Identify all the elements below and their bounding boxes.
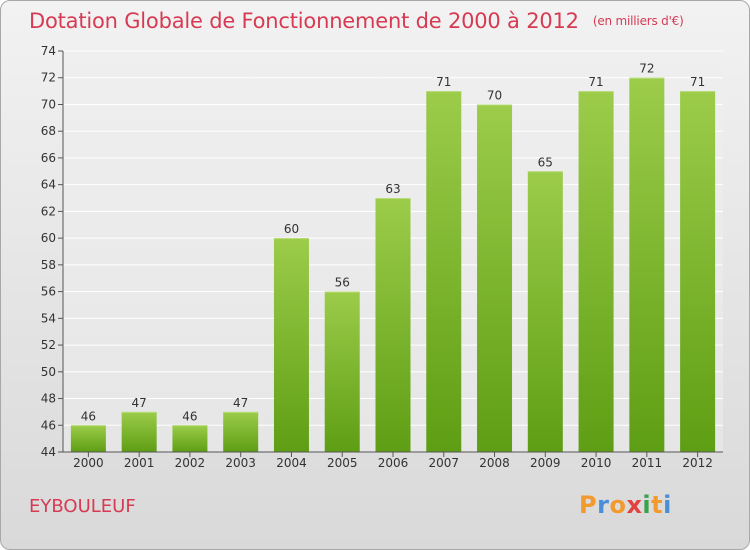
bar bbox=[477, 104, 513, 452]
logo-letter: x bbox=[626, 491, 643, 519]
x-tick-label: 2007 bbox=[428, 456, 459, 470]
data-label: 71 bbox=[690, 75, 705, 89]
y-tick-label: 62 bbox=[41, 204, 56, 218]
bar bbox=[172, 425, 208, 452]
bar bbox=[121, 411, 157, 452]
y-tick-label: 44 bbox=[41, 445, 56, 459]
y-tick-label: 64 bbox=[41, 178, 56, 192]
x-tick-label: 2000 bbox=[73, 456, 104, 470]
x-tick-label: 2002 bbox=[175, 456, 206, 470]
data-label: 47 bbox=[233, 396, 248, 410]
y-tick-label: 54 bbox=[41, 311, 56, 325]
chart-title-text: Dotation Globale de Fonctionnement de 20… bbox=[29, 9, 579, 33]
bar bbox=[223, 411, 259, 452]
y-tick-label: 68 bbox=[41, 124, 56, 138]
data-label: 56 bbox=[335, 276, 350, 290]
bar bbox=[426, 91, 462, 452]
x-tick-label: 2004 bbox=[276, 456, 307, 470]
logo-letter: t bbox=[651, 491, 664, 519]
bar bbox=[273, 238, 309, 452]
data-labels: 46 47 46 47 60 56 63 71 70 65 71 72 71 bbox=[81, 62, 706, 424]
bars bbox=[70, 77, 716, 453]
x-tick-label: 2009 bbox=[530, 456, 561, 470]
chart-title: Dotation Globale de Fonctionnement de 20… bbox=[29, 9, 684, 33]
data-label: 70 bbox=[487, 88, 502, 102]
logo-letter: o bbox=[609, 491, 627, 519]
commune-name: EYBOULEUF bbox=[29, 496, 136, 517]
x-tick-label: 2005 bbox=[327, 456, 358, 470]
x-tick-label: 2012 bbox=[682, 456, 713, 470]
data-label: 46 bbox=[81, 409, 96, 423]
bar bbox=[527, 171, 563, 453]
bar bbox=[375, 198, 411, 452]
y-tick-label: 60 bbox=[41, 231, 56, 245]
y-tick-label: 56 bbox=[41, 285, 56, 299]
x-tick-label: 2008 bbox=[479, 456, 510, 470]
data-label: 63 bbox=[385, 182, 400, 196]
y-tick-label: 58 bbox=[41, 258, 56, 272]
x-tick-label: 2010 bbox=[581, 456, 612, 470]
data-label: 60 bbox=[284, 222, 299, 236]
bar bbox=[680, 91, 716, 452]
data-label: 72 bbox=[639, 62, 654, 76]
y-tick-label: 72 bbox=[41, 71, 56, 85]
y-tick-label: 46 bbox=[41, 418, 56, 432]
x-tick-label: 2006 bbox=[378, 456, 409, 470]
logo-letter: i bbox=[642, 491, 652, 519]
x-tick-label: 2011 bbox=[632, 456, 663, 470]
bar bbox=[70, 425, 106, 452]
logo-letter: P bbox=[579, 491, 598, 519]
proxiti-logo: Proxiti bbox=[579, 491, 672, 519]
y-tick-label: 70 bbox=[41, 97, 56, 111]
data-label: 71 bbox=[436, 75, 451, 89]
bar bbox=[629, 77, 665, 452]
logo-letter: r bbox=[597, 491, 610, 519]
y-tick-label: 74 bbox=[41, 44, 56, 58]
bar bbox=[324, 291, 360, 452]
data-label: 65 bbox=[538, 155, 553, 169]
chart-unit: (en milliers d'€) bbox=[592, 14, 684, 28]
y-tick-label: 50 bbox=[41, 365, 56, 379]
data-label: 71 bbox=[588, 75, 603, 89]
logo-letter: i bbox=[663, 491, 672, 519]
data-label: 46 bbox=[182, 409, 197, 423]
y-tick-label: 66 bbox=[41, 151, 56, 165]
x-tick-label: 2001 bbox=[124, 456, 155, 470]
y-tick-label: 52 bbox=[41, 338, 56, 352]
x-tick-label: 2003 bbox=[225, 456, 256, 470]
axes: 44 46 48 50 52 54 56 58 60 62 64 66 68 70 72 74 2000 2001… bbox=[41, 44, 723, 470]
bar bbox=[578, 91, 614, 452]
data-label: 47 bbox=[132, 396, 147, 410]
y-tick-label: 48 bbox=[41, 392, 56, 406]
